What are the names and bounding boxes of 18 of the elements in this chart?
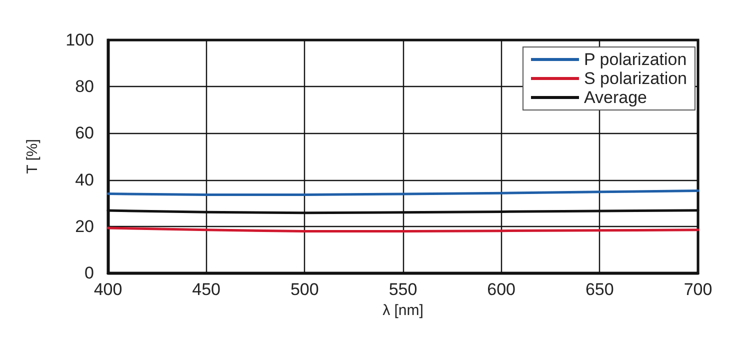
x-tick-label: 700 xyxy=(684,280,712,299)
y-tick-label: 0 xyxy=(84,264,94,282)
legend-label: Average xyxy=(584,88,648,107)
x-tick-label: 650 xyxy=(585,280,614,299)
y-tick-label: 60 xyxy=(75,124,94,143)
x-tick-label: 450 xyxy=(192,280,221,299)
x-tick-label: 500 xyxy=(290,280,319,299)
x-tick-label: 600 xyxy=(487,280,516,299)
legend-label: S polarization xyxy=(584,69,688,88)
y-tick-label: 20 xyxy=(75,216,94,236)
legend-label: P polarization xyxy=(584,50,687,69)
x-axis-title: λ [nm] xyxy=(382,302,424,319)
y-axis-title: T [%] xyxy=(24,139,41,174)
x-tick-label: 400 xyxy=(94,280,122,299)
x-tick-label: 550 xyxy=(388,280,418,299)
y-tick-label: 100 xyxy=(66,30,94,50)
y-tick-label: 40 xyxy=(75,170,94,190)
y-tick-label: 80 xyxy=(75,77,94,96)
